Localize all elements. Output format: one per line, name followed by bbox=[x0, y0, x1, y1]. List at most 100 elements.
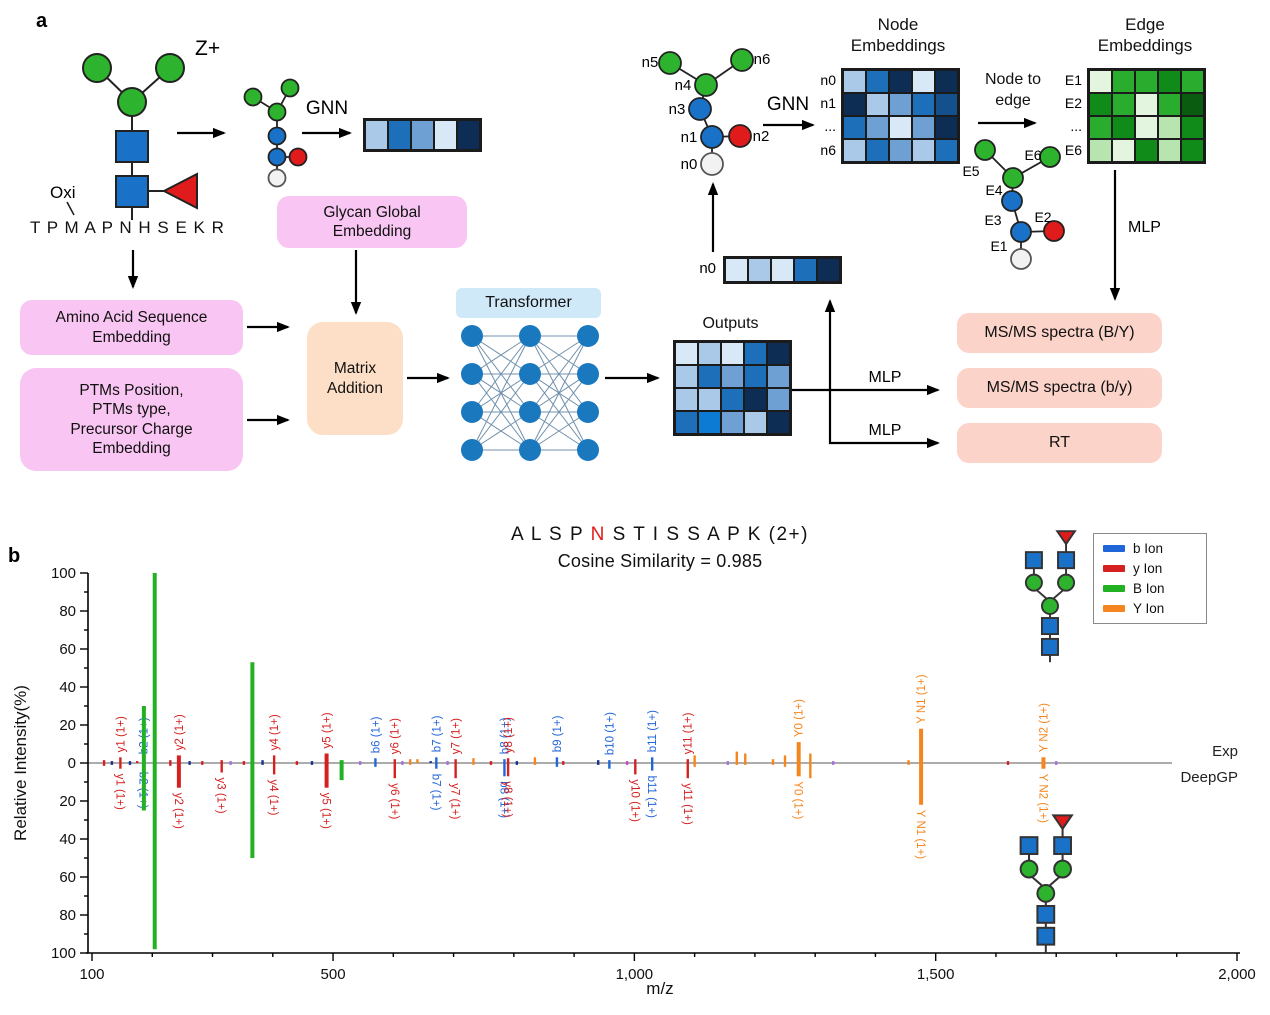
matrix-row-label: E1 bbox=[1065, 72, 1082, 88]
matrix-cell bbox=[1135, 139, 1158, 162]
matrix-cell bbox=[744, 342, 767, 365]
peak-label-top: b9 (1+) bbox=[552, 715, 564, 752]
peak-label-bottom: b7 (1+) bbox=[429, 774, 441, 811]
amino-acid-embedding-box: Amino Acid Sequence Embedding bbox=[20, 300, 243, 355]
node-label: n1 bbox=[681, 129, 698, 146]
peak-label-bottom: b11 (1+) bbox=[645, 776, 657, 818]
y-tick-label: 60 bbox=[59, 869, 76, 886]
peak-label-top: y7 (1+) bbox=[451, 718, 463, 754]
edge-graph-labels: E5 E6 E4 E3 E2 E1 bbox=[962, 147, 1051, 254]
edge-label: E2 bbox=[1034, 209, 1051, 225]
node-label: n3 bbox=[669, 101, 686, 118]
matrix-cell bbox=[1158, 116, 1181, 139]
matrix-cell bbox=[1135, 116, 1158, 139]
mannose-circle-icon bbox=[155, 53, 185, 83]
panel-a-label: a bbox=[36, 10, 48, 32]
node-label: n5 bbox=[642, 54, 659, 71]
panel-a-diagram: n5 n6 n4 n3 n1 n2 n0 E5 E6 E4 bbox=[50, 37, 1161, 461]
matrix-row-label: n0 bbox=[820, 72, 836, 88]
y-ion-swatch-icon bbox=[1103, 565, 1125, 572]
mannose-circle-icon bbox=[243, 87, 263, 107]
mannose-circle-icon bbox=[1036, 884, 1056, 903]
matrix-cell bbox=[767, 365, 790, 388]
matrix-cell bbox=[1112, 93, 1135, 116]
x-axis-title: m/z bbox=[646, 979, 673, 998]
matrix-cell bbox=[935, 116, 958, 139]
y-tick-label: 80 bbox=[59, 603, 76, 620]
peak-label-bottom: y8 (1+) bbox=[501, 781, 513, 817]
peptide-sequence: T P M A P N H S E K R bbox=[30, 218, 225, 237]
glcnac-square-icon bbox=[115, 130, 149, 163]
charge-state-label: Z+ bbox=[195, 37, 220, 60]
glcnac-square-icon bbox=[1024, 551, 1043, 570]
glcnac-square-icon bbox=[1036, 926, 1056, 946]
matrix-cell bbox=[843, 93, 866, 116]
matrix-cell bbox=[1135, 93, 1158, 116]
peak-label-bottom: y10 (1+) bbox=[628, 779, 640, 822]
legend-item: b Ion bbox=[1103, 541, 1196, 556]
peak-label-top: y1 (1+) bbox=[115, 716, 127, 752]
Y-ion-swatch-icon bbox=[1103, 605, 1125, 612]
matrix-cell bbox=[1158, 70, 1181, 93]
matrix-cell bbox=[744, 411, 767, 434]
y-tick-label: 40 bbox=[59, 679, 76, 696]
peak-label-top: y6 (1+) bbox=[390, 718, 402, 754]
glcnac-node-icon bbox=[267, 126, 287, 146]
node-embeddings-matrix bbox=[841, 68, 960, 164]
y-tick-label: 100 bbox=[51, 945, 76, 962]
matrix-cell bbox=[457, 120, 480, 150]
matrix-cell bbox=[771, 258, 794, 282]
peak-label-top: b8 (1+) bbox=[499, 717, 511, 754]
edge-graph bbox=[974, 139, 1065, 270]
matrix-row-label: ... bbox=[824, 118, 836, 134]
matrix-cell bbox=[1112, 116, 1135, 139]
matrix-cell bbox=[725, 258, 748, 282]
matrix-cell bbox=[912, 116, 935, 139]
glcnac-square-icon bbox=[1036, 904, 1056, 924]
matrix-row-label: E2 bbox=[1065, 95, 1082, 111]
matrix-cell bbox=[748, 258, 771, 282]
matrix-row-label: n1 bbox=[820, 95, 836, 111]
node-n1-icon bbox=[700, 125, 724, 149]
matrix-cell bbox=[1089, 93, 1112, 116]
matrix-cell bbox=[935, 93, 958, 116]
peak-label-bottom: y7 (1+) bbox=[449, 783, 461, 819]
mannose-circle-icon bbox=[267, 102, 287, 122]
gnn-label: GNN bbox=[767, 94, 809, 115]
peak-label-top: y8 (1+) bbox=[503, 717, 515, 753]
ptms-embedding-box: PTMs Position, PTMs type, Precursor Char… bbox=[20, 368, 243, 471]
y-tick-label: 20 bbox=[59, 793, 76, 810]
glcnac-node-icon bbox=[1001, 190, 1023, 212]
glcnac-square-icon bbox=[115, 175, 149, 208]
outputs-title: Outputs bbox=[702, 315, 759, 332]
matrix-cell bbox=[817, 258, 840, 282]
peak-label-bottom: y5 (1+) bbox=[320, 793, 332, 829]
matrix-cell bbox=[721, 365, 744, 388]
node-graph bbox=[658, 48, 754, 176]
peak-label-top: Y0 (1+) bbox=[794, 699, 806, 737]
mlp-label: MLP bbox=[869, 369, 902, 386]
glycan-structure-bottom bbox=[1019, 814, 1074, 953]
matrix-cell bbox=[365, 120, 388, 150]
matrix-row-label: n6 bbox=[820, 142, 836, 158]
matrix-cell bbox=[767, 388, 790, 411]
glcnac-square-icon bbox=[1040, 637, 1059, 656]
matrix-cell bbox=[1181, 70, 1204, 93]
B-ion-swatch-icon bbox=[1103, 585, 1125, 592]
reducing-end-node-icon bbox=[1010, 248, 1032, 270]
peak-label-top: y11 (1+) bbox=[683, 712, 695, 754]
edge-label: E3 bbox=[984, 212, 1001, 228]
matrix-cell bbox=[675, 342, 698, 365]
matrix-cell bbox=[794, 258, 817, 282]
rt-box: RT bbox=[957, 423, 1162, 463]
fucose-triangle-icon bbox=[1055, 530, 1077, 546]
matrix-cell bbox=[388, 120, 411, 150]
spectrum-title: A L S P N S T I S S A P K (2+) bbox=[511, 524, 809, 545]
b-ion-swatch-icon bbox=[1103, 545, 1125, 552]
matrix-cell bbox=[889, 70, 912, 93]
node-n2-icon bbox=[728, 124, 752, 148]
matrix-cell bbox=[912, 139, 935, 162]
matrix-cell bbox=[935, 70, 958, 93]
glcnac-square-icon bbox=[1057, 551, 1076, 570]
